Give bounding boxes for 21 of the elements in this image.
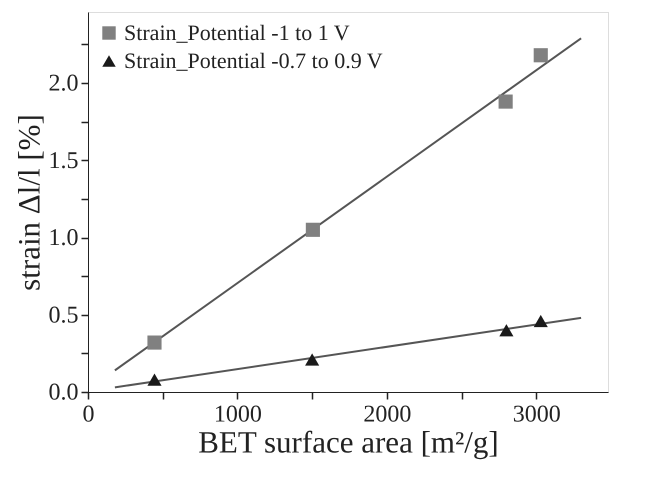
y-tick-label: 0.0 <box>48 380 78 406</box>
point <box>499 324 514 336</box>
point <box>306 222 320 237</box>
point <box>147 374 162 386</box>
x-tick-label: 0 <box>82 402 94 428</box>
point <box>534 314 548 328</box>
x-tick-label: 1000 <box>214 402 262 428</box>
y-tick-label: 2.0 <box>48 70 78 97</box>
x-tick-label: 2000 <box>363 402 412 428</box>
y-tick-label: 0.5 <box>48 302 78 328</box>
point <box>305 353 320 366</box>
y-tick-label: 1.5 <box>48 148 78 174</box>
legend-label: Strain_Potential -0.7 to 0.9 V <box>124 48 383 73</box>
point <box>147 336 162 350</box>
y-axis-title: strain Δl/l [%] <box>12 114 46 291</box>
y-tick-label: 1.0 <box>48 225 78 252</box>
x-axis-title: BET surface area [m²/g] <box>198 424 499 460</box>
point <box>498 94 513 109</box>
legend-label: Strain_Potential -1 to 1 V <box>124 20 350 45</box>
point <box>534 48 548 62</box>
x-tick-label: 3000 <box>512 402 561 428</box>
